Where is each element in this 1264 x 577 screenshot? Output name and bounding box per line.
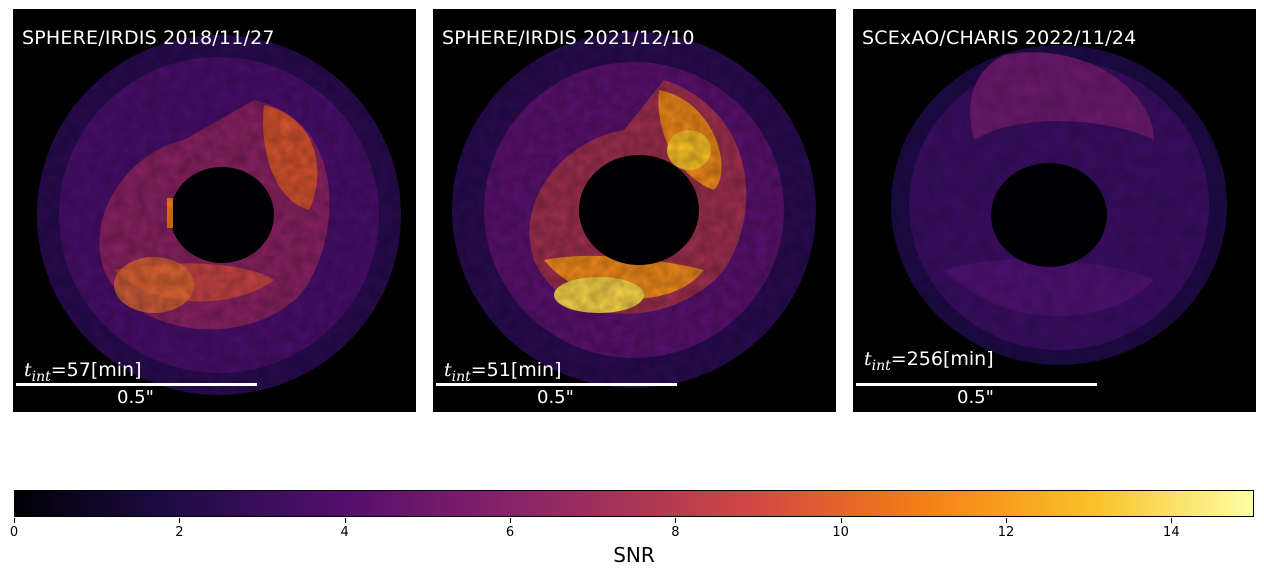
colorbar-tick-label: 14	[1163, 525, 1180, 540]
integration-time-label: tint=51[min]	[444, 359, 562, 385]
colorbar-tick-label: 4	[340, 525, 349, 540]
scale-bar	[856, 383, 1097, 386]
panel-title: SPHERE/IRDIS 2021/12/10	[442, 27, 695, 49]
colorbar-tick	[510, 518, 511, 523]
colorbar-tick	[675, 518, 677, 523]
disk-image	[37, 35, 401, 395]
colorbar-tick	[1006, 518, 1007, 523]
scale-bar-label: 0.5"	[117, 387, 154, 408]
colorbar-tick-label: 10	[832, 525, 849, 540]
panel-title: SPHERE/IRDIS 2018/11/27	[22, 27, 275, 49]
colorbar-tick-label: 0	[9, 525, 19, 540]
scale-bar-label: 0.5"	[537, 387, 574, 408]
panel-title: SCExAO/CHARIS 2022/11/24	[862, 27, 1137, 49]
colorbar-tick	[14, 518, 15, 523]
scale-bar-label: 0.5"	[957, 387, 994, 408]
image-panel-sphere-2018: SPHERE/IRDIS 2018/11/27 tint=57[min] 0.5…	[13, 9, 416, 412]
snr-colorbar	[14, 490, 1254, 517]
colorbar-tick-label: 8	[671, 525, 680, 540]
scale-bar	[436, 383, 677, 386]
integration-time-label: tint=256[min]	[864, 348, 994, 374]
colorbar-tick-label: 12	[997, 525, 1015, 540]
disk-image	[452, 32, 816, 388]
scale-bar	[16, 383, 257, 386]
disk-image	[891, 45, 1227, 365]
colorbar-tick	[344, 518, 346, 523]
colorbar-label: SNR	[613, 543, 655, 567]
colorbar-tick-label: 6	[505, 525, 515, 540]
colorbar-tick	[179, 518, 181, 523]
colorbar-tick	[1171, 518, 1173, 523]
image-panel-charis-2022: SCExAO/CHARIS 2022/11/24 tint=256[min] 0…	[853, 9, 1256, 412]
image-panel-sphere-2021: SPHERE/IRDIS 2021/12/10 tint=51[min] 0.5…	[433, 9, 836, 412]
colorbar-tick	[840, 518, 842, 523]
integration-time-label: tint=57[min]	[24, 359, 142, 385]
colorbar-tick-label: 2	[175, 525, 184, 540]
